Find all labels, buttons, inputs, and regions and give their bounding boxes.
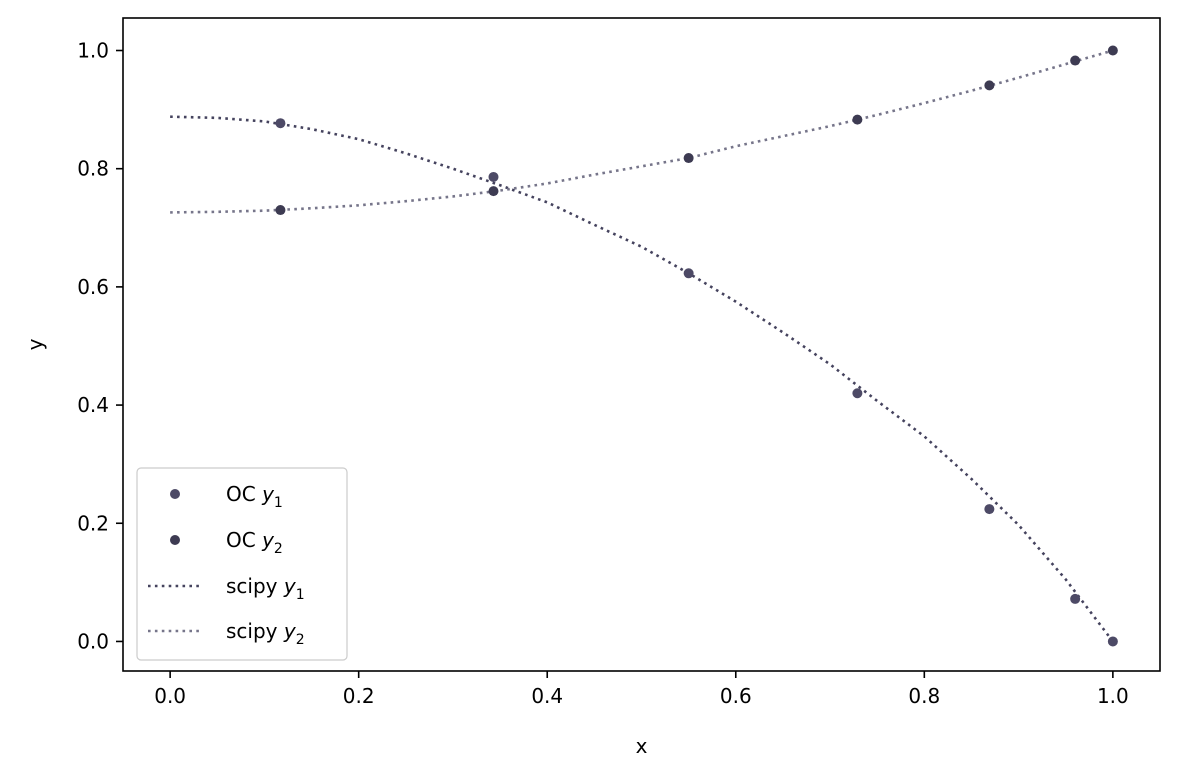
data-point-oc_y2	[275, 205, 286, 216]
data-point-oc_y2	[488, 186, 499, 197]
data-point-oc_y1	[275, 118, 286, 129]
series-lines	[170, 49, 1114, 643]
series-points	[275, 45, 1118, 647]
x-tick-label: 0.6	[720, 684, 752, 708]
plot-frame	[122, 17, 1161, 672]
x-axis-label: x	[636, 734, 648, 758]
y-tick-label: 0.6	[77, 275, 109, 299]
y-tick-label: 0.4	[77, 393, 109, 417]
data-point-oc_y2	[852, 114, 863, 125]
data-point-oc_y1	[488, 171, 499, 182]
y-tick-label: 0.0	[77, 629, 109, 653]
x-tick-label: 1.0	[1097, 684, 1129, 708]
data-point-oc_y1	[1070, 593, 1081, 604]
series-line-scipy_y1	[170, 115, 1114, 643]
x-axis: 0.0 0.2 0.4 0.6 0.8 1.0	[154, 671, 1129, 708]
legend-label-oc_y1: OC y1	[226, 482, 283, 511]
x-tick-label: 0.4	[531, 684, 563, 708]
y-tick-label: 0.8	[77, 157, 109, 181]
y-axis-label: y	[23, 338, 47, 350]
legend-items: OC y1 OC y2 scipy y1 scipy y2	[148, 482, 305, 648]
x-tick-label: 0.8	[908, 684, 940, 708]
data-point-oc_y2	[683, 153, 694, 164]
legend: OC y1 OC y2 scipy y1 scipy y2	[136, 467, 348, 661]
legend-marker-oc_y1	[170, 489, 180, 499]
data-point-oc_y2	[1070, 55, 1081, 66]
data-point-oc_y1	[1107, 636, 1118, 647]
plot-area	[170, 45, 1118, 647]
legend-label-oc_y2: OC y2	[226, 528, 283, 557]
legend-label-scipy_y2: scipy y2	[226, 619, 305, 648]
x-tick-label: 0.2	[343, 684, 375, 708]
legend-marker-oc_y2	[170, 535, 180, 545]
y-axis: 0.0 0.2 0.4 0.6 0.8 1.0	[77, 39, 123, 653]
data-point-oc_y2	[984, 80, 995, 91]
data-point-oc_y1	[984, 504, 995, 515]
legend-box	[136, 467, 348, 661]
y-tick-label: 0.2	[77, 511, 109, 535]
y-tick-label: 1.0	[77, 39, 109, 63]
data-point-oc_y1	[683, 268, 694, 279]
data-point-oc_y1	[852, 388, 863, 399]
data-point-oc_y2	[1107, 45, 1118, 56]
x-tick-label: 0.0	[154, 684, 186, 708]
legend-label-scipy_y1: scipy y1	[226, 574, 305, 603]
